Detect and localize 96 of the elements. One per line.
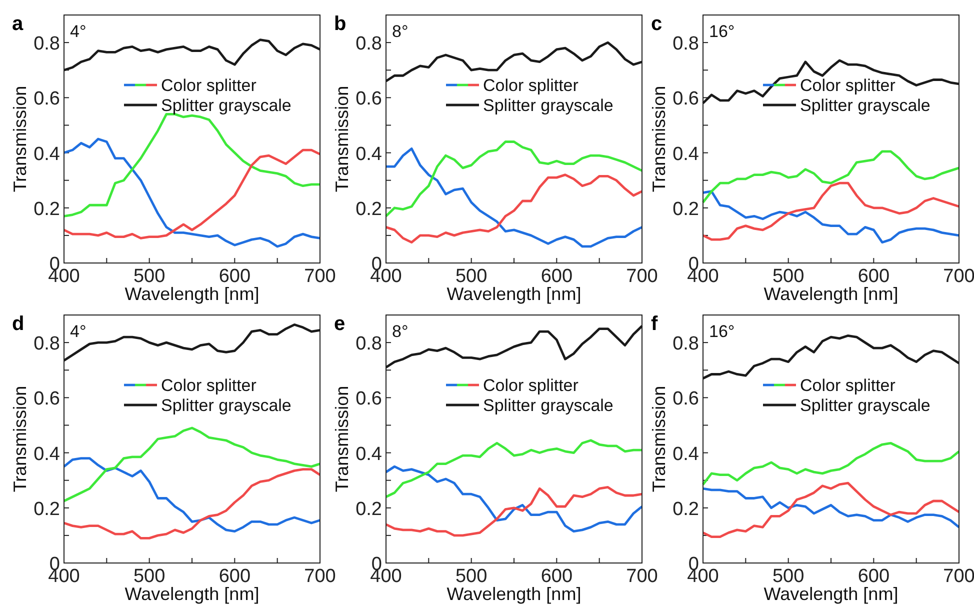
legend-label: Splitter grayscale xyxy=(161,396,292,415)
y-tick-label: 0.2 xyxy=(34,198,60,220)
legend-label: Color splitter xyxy=(161,376,257,395)
x-tick-label: 600 xyxy=(540,566,573,587)
annotation: 16° xyxy=(709,322,735,341)
legend-label: Splitter grayscale xyxy=(483,396,614,415)
x-axis-title: Wavelength [nm] xyxy=(446,584,582,604)
line-series xyxy=(62,468,322,540)
y-tick-label: 0.4 xyxy=(34,444,60,465)
y-axis-title: Transmission xyxy=(10,86,30,192)
line-series xyxy=(62,457,322,533)
line-series xyxy=(384,174,644,244)
y-tick-label: 0.4 xyxy=(356,444,382,465)
x-tick-label: 700 xyxy=(943,266,974,287)
chart-title: f xyxy=(651,313,658,335)
line-series xyxy=(384,439,644,498)
x-tick-label: 500 xyxy=(455,566,488,587)
x-tick-label: 500 xyxy=(772,566,804,587)
line-series xyxy=(702,487,960,528)
y-tick-label: 0.2 xyxy=(356,498,382,520)
y-tick-label: 0.6 xyxy=(356,388,382,410)
y-axis-title: Transmission xyxy=(332,386,352,492)
legend-label: Color splitter xyxy=(800,376,896,395)
x-axis-title: Wavelength [nm] xyxy=(764,284,898,304)
legend-label: Color splitter xyxy=(161,76,257,95)
y-axis-title: Transmission xyxy=(649,386,669,492)
line-series xyxy=(62,138,322,248)
y-tick-label: 0.2 xyxy=(356,198,382,220)
annotation: 4° xyxy=(70,322,86,341)
x-tick-label: 700 xyxy=(626,566,658,587)
y-tick-label: 0.2 xyxy=(34,498,60,520)
legend-label: Splitter grayscale xyxy=(800,396,930,415)
chart-title: d xyxy=(12,313,24,335)
x-tick-label: 600 xyxy=(218,266,251,287)
annotation: 8° xyxy=(392,322,408,341)
x-tick-label: 700 xyxy=(626,266,658,287)
y-tick-label: 0.8 xyxy=(34,34,60,55)
y-tick-label: 0.2 xyxy=(672,198,699,220)
legend-label: Splitter grayscale xyxy=(161,96,292,115)
x-axis-title: Wavelength [nm] xyxy=(124,284,260,304)
y-tick-label: 0.4 xyxy=(356,144,382,165)
y-axis-title: Transmission xyxy=(332,86,352,192)
annotation: 8° xyxy=(392,22,408,41)
line-series xyxy=(384,486,644,537)
x-tick-label: 700 xyxy=(304,266,336,287)
y-tick-label: 0.4 xyxy=(672,444,700,465)
line-series xyxy=(702,190,960,244)
x-tick-label: 500 xyxy=(455,266,488,287)
x-tick-label: 500 xyxy=(772,266,804,287)
y-axis-title: Transmission xyxy=(10,386,30,492)
y-tick-label: 0.6 xyxy=(356,88,382,110)
y-tick-label: 0.4 xyxy=(672,144,700,165)
line-series xyxy=(702,150,960,204)
y-tick-label: 0.8 xyxy=(672,34,699,55)
legend-label: Splitter grayscale xyxy=(800,96,930,115)
x-tick-label: 500 xyxy=(133,266,166,287)
x-tick-label: 600 xyxy=(540,266,573,287)
line-series xyxy=(62,148,322,240)
legend-label: Color splitter xyxy=(483,376,579,395)
y-axis-title: Transmission xyxy=(649,86,669,192)
chart-title: b xyxy=(334,13,346,35)
x-tick-label: 600 xyxy=(858,566,890,587)
line-series xyxy=(702,442,960,486)
x-tick-label: 600 xyxy=(858,266,890,287)
y-tick-label: 0.6 xyxy=(672,88,699,110)
line-series xyxy=(62,113,322,218)
x-axis-title: Wavelength [nm] xyxy=(764,584,898,604)
x-axis-title: Wavelength [nm] xyxy=(446,284,582,304)
y-tick-label: 0.8 xyxy=(356,334,382,355)
x-tick-label: 700 xyxy=(943,566,974,587)
line-series xyxy=(384,147,644,248)
legend-label: Color splitter xyxy=(800,76,896,95)
annotation: 16° xyxy=(709,22,735,41)
annotation: 4° xyxy=(70,22,86,41)
y-tick-label: 0.2 xyxy=(672,498,699,520)
y-tick-label: 0.6 xyxy=(34,88,60,110)
line-series xyxy=(384,465,644,533)
y-tick-label: 0.6 xyxy=(672,388,699,410)
line-series xyxy=(62,426,322,502)
line-series xyxy=(384,140,644,218)
chart-title: c xyxy=(651,13,662,35)
x-tick-label: 700 xyxy=(304,566,336,587)
legend-label: Color splitter xyxy=(483,76,579,95)
y-tick-label: 0.8 xyxy=(356,34,382,55)
chart-title: e xyxy=(334,313,346,335)
x-tick-label: 500 xyxy=(133,566,166,587)
y-tick-label: 0.8 xyxy=(34,334,60,355)
chart-title: a xyxy=(12,13,24,35)
y-tick-label: 0.6 xyxy=(34,388,60,410)
x-tick-label: 600 xyxy=(218,566,251,587)
y-tick-label: 0.4 xyxy=(34,144,60,165)
line-series xyxy=(702,482,960,538)
x-axis-title: Wavelength [nm] xyxy=(124,584,260,604)
y-tick-label: 0.8 xyxy=(672,334,699,355)
legend-label: Splitter grayscale xyxy=(483,96,614,115)
line-series xyxy=(702,182,960,241)
